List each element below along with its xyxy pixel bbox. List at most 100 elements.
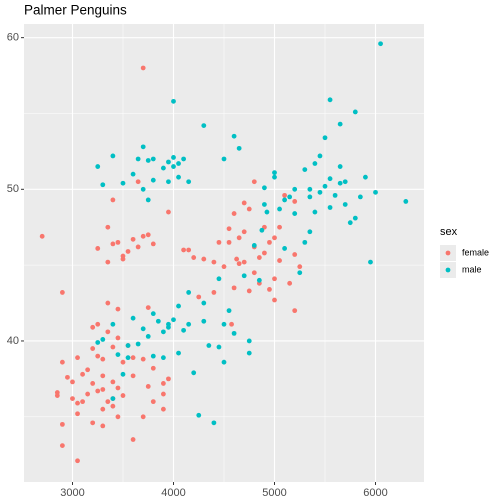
point bbox=[196, 412, 202, 418]
point bbox=[201, 123, 207, 129]
point bbox=[327, 205, 333, 210]
point bbox=[150, 365, 156, 371]
point bbox=[140, 144, 146, 150]
point bbox=[150, 353, 156, 359]
point bbox=[236, 235, 242, 241]
point bbox=[292, 199, 298, 204]
point bbox=[317, 189, 323, 195]
point bbox=[145, 305, 151, 310]
point bbox=[59, 443, 65, 449]
point bbox=[115, 352, 121, 358]
point bbox=[176, 303, 181, 309]
point bbox=[262, 185, 267, 191]
point bbox=[373, 189, 378, 195]
point bbox=[130, 355, 136, 361]
point bbox=[90, 324, 96, 330]
point bbox=[256, 255, 262, 260]
point bbox=[110, 321, 116, 327]
point bbox=[100, 337, 106, 342]
point bbox=[110, 403, 116, 409]
point bbox=[140, 65, 146, 71]
point bbox=[368, 259, 373, 265]
point bbox=[226, 308, 232, 314]
point bbox=[160, 381, 166, 386]
point bbox=[277, 258, 282, 263]
point bbox=[186, 179, 192, 185]
y-tick-label: 50 bbox=[7, 183, 19, 195]
point bbox=[125, 343, 131, 348]
point bbox=[166, 324, 171, 330]
point bbox=[39, 233, 45, 239]
point bbox=[272, 170, 277, 176]
point bbox=[234, 256, 240, 262]
point bbox=[145, 232, 151, 238]
point bbox=[181, 247, 186, 253]
point bbox=[150, 241, 156, 247]
point bbox=[196, 294, 202, 300]
point bbox=[264, 209, 270, 215]
point bbox=[160, 355, 166, 361]
legend-marker bbox=[445, 250, 451, 256]
point bbox=[176, 161, 181, 166]
point bbox=[272, 174, 277, 180]
point bbox=[75, 400, 80, 406]
point bbox=[337, 180, 343, 186]
point bbox=[140, 356, 146, 362]
point bbox=[186, 247, 192, 253]
point bbox=[176, 174, 181, 180]
point bbox=[90, 381, 96, 386]
point bbox=[80, 399, 85, 405]
point bbox=[125, 249, 131, 254]
point bbox=[120, 256, 126, 262]
point bbox=[140, 186, 146, 192]
point bbox=[130, 315, 136, 321]
point bbox=[363, 174, 368, 180]
point bbox=[282, 192, 288, 198]
point bbox=[105, 300, 111, 306]
point bbox=[75, 411, 80, 417]
point bbox=[297, 264, 303, 270]
point bbox=[322, 135, 328, 141]
point bbox=[332, 192, 338, 198]
point bbox=[54, 390, 60, 395]
point bbox=[272, 297, 277, 303]
point bbox=[312, 161, 318, 166]
y-tick-label: 60 bbox=[7, 32, 19, 44]
y-tick-label: 40 bbox=[7, 335, 19, 347]
point bbox=[292, 252, 298, 257]
point bbox=[115, 385, 121, 391]
point bbox=[211, 420, 217, 426]
point bbox=[231, 285, 237, 291]
point bbox=[160, 406, 166, 412]
point bbox=[100, 182, 106, 188]
point bbox=[130, 236, 136, 242]
point bbox=[307, 186, 313, 192]
point bbox=[176, 350, 181, 356]
point bbox=[403, 199, 409, 204]
point bbox=[166, 179, 171, 185]
point bbox=[135, 179, 141, 185]
point bbox=[337, 164, 343, 169]
point bbox=[145, 197, 151, 203]
point bbox=[105, 329, 111, 335]
point bbox=[352, 215, 358, 221]
point bbox=[166, 209, 171, 215]
point bbox=[120, 371, 126, 377]
point bbox=[85, 367, 91, 373]
point bbox=[171, 164, 176, 169]
point bbox=[120, 359, 126, 365]
point bbox=[145, 334, 151, 339]
legend-label: male bbox=[462, 264, 482, 274]
legend-marker bbox=[445, 267, 451, 273]
point bbox=[140, 414, 146, 420]
point bbox=[70, 379, 75, 385]
point bbox=[105, 259, 111, 265]
point bbox=[110, 153, 116, 159]
point bbox=[241, 229, 247, 235]
point bbox=[186, 321, 192, 327]
point bbox=[150, 177, 156, 183]
point bbox=[70, 396, 75, 401]
point bbox=[75, 458, 80, 464]
point bbox=[150, 399, 156, 405]
point bbox=[322, 183, 328, 189]
